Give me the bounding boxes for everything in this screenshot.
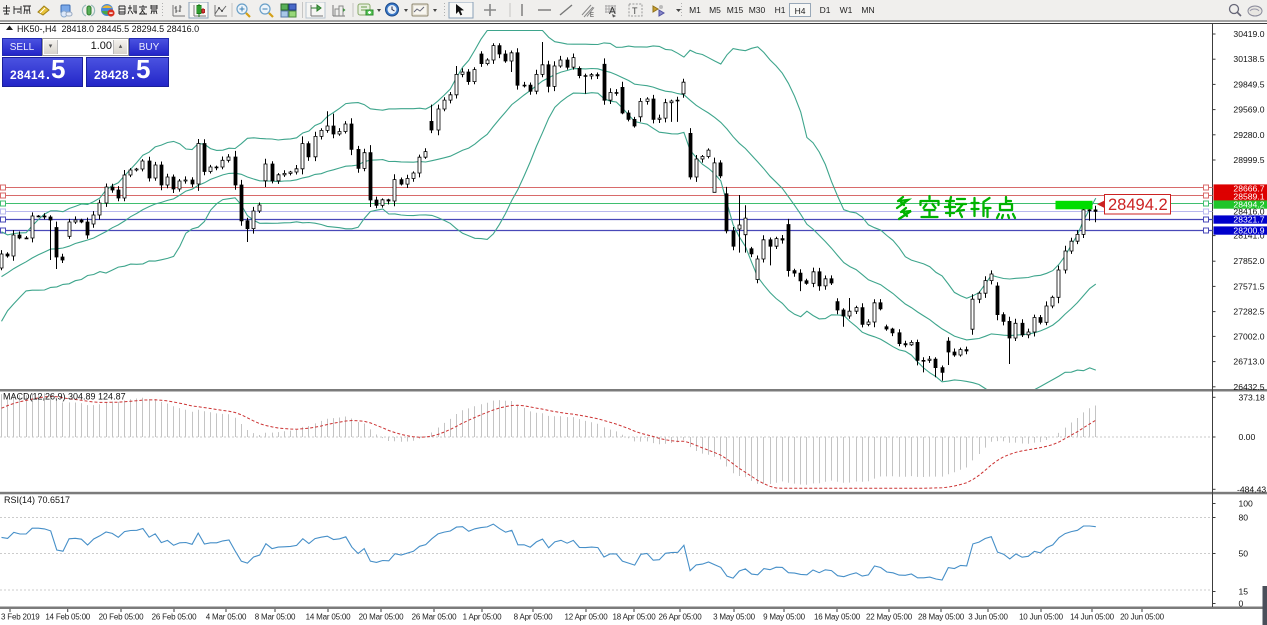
svg-text:28 May 05:00: 28 May 05:00 [918, 613, 965, 622]
svg-text:18 Apr 05:00: 18 Apr 05:00 [613, 613, 657, 622]
svg-text:A: A [609, 6, 616, 17]
svg-text:10 Jun 05:00: 10 Jun 05:00 [1019, 613, 1064, 622]
svg-text:50: 50 [1239, 549, 1249, 559]
svg-text:27002.0: 27002.0 [1233, 331, 1264, 341]
svg-text:3 May 05:00: 3 May 05:00 [713, 613, 756, 622]
svg-text:12 Apr 05:00: 12 Apr 05:00 [565, 613, 609, 622]
svg-text:T: T [632, 6, 638, 16]
svg-text:MACD(12,26,9) 304.89 124.87: MACD(12,26,9) 304.89 124.87 [3, 392, 126, 402]
svg-text:15: 15 [1239, 587, 1249, 597]
svg-text:-484.43: -484.43 [1237, 484, 1266, 494]
svg-text:29280.0: 29280.0 [1233, 130, 1264, 140]
svg-text:29569.0: 29569.0 [1233, 105, 1264, 115]
svg-text:28494.2: 28494.2 [1233, 200, 1264, 210]
svg-text:1 Apr 05:00: 1 Apr 05:00 [463, 613, 502, 622]
svg-text:28494.2: 28494.2 [1108, 196, 1168, 214]
svg-text:14 Jun 05:00: 14 Jun 05:00 [1070, 613, 1115, 622]
svg-text:28666.7: 28666.7 [1233, 184, 1264, 194]
svg-text:27282.5: 27282.5 [1233, 307, 1264, 317]
svg-text:28999.5: 28999.5 [1233, 155, 1264, 165]
svg-text:30138.5: 30138.5 [1233, 54, 1264, 64]
svg-text:26713.0: 26713.0 [1233, 357, 1264, 367]
svg-text:3 Jun 05:00: 3 Jun 05:00 [968, 613, 1008, 622]
svg-text:29849.5: 29849.5 [1233, 79, 1264, 89]
svg-text:RSI(14) 70.6517: RSI(14) 70.6517 [4, 495, 70, 505]
svg-text:0: 0 [1239, 599, 1244, 609]
svg-text:100: 100 [1239, 499, 1254, 509]
svg-text:3 Feb 2019: 3 Feb 2019 [1, 613, 40, 622]
svg-text:30419.0: 30419.0 [1233, 29, 1264, 39]
svg-text:26 Apr 05:00: 26 Apr 05:00 [659, 613, 703, 622]
svg-text:4 Mar 05:00: 4 Mar 05:00 [206, 613, 247, 622]
svg-text:20 Jun 05:00: 20 Jun 05:00 [1120, 613, 1165, 622]
svg-text:26432.5: 26432.5 [1233, 382, 1264, 392]
svg-text:28416.0: 28416.0 [1233, 206, 1264, 216]
svg-text:E: E [590, 13, 594, 19]
svg-text:28200.9: 28200.9 [1233, 226, 1264, 236]
svg-text:8 Mar 05:00: 8 Mar 05:00 [255, 613, 296, 622]
svg-text:28589.1: 28589.1 [1233, 191, 1264, 201]
svg-text:26 Feb 05:00: 26 Feb 05:00 [152, 613, 197, 622]
svg-text:27571.5: 27571.5 [1233, 281, 1264, 291]
svg-text:28321.7: 28321.7 [1233, 215, 1264, 225]
svg-text:20 Feb 05:00: 20 Feb 05:00 [99, 613, 144, 622]
svg-text:373.18: 373.18 [1239, 392, 1266, 402]
svg-text:16 May 05:00: 16 May 05:00 [814, 613, 861, 622]
svg-text:9 May 05:00: 9 May 05:00 [763, 613, 806, 622]
svg-text:26 Mar 05:00: 26 Mar 05:00 [412, 613, 457, 622]
svg-text:HK50-,H4 28418.0 28445.5 2829: HK50-,H4 28418.0 28445.5 28294.5 28416.0 [17, 24, 199, 34]
svg-text:14 Mar 05:00: 14 Mar 05:00 [306, 613, 351, 622]
svg-text:20 Mar 05:00: 20 Mar 05:00 [359, 613, 404, 622]
svg-text:28141.0: 28141.0 [1233, 231, 1264, 241]
svg-text:0.00: 0.00 [1239, 432, 1256, 442]
svg-text:22 May 05:00: 22 May 05:00 [866, 613, 913, 622]
svg-text:14 Feb 05:00: 14 Feb 05:00 [45, 613, 90, 622]
svg-text:80: 80 [1239, 513, 1249, 523]
svg-text:27852.0: 27852.0 [1233, 256, 1264, 266]
svg-text:8 Apr 05:00: 8 Apr 05:00 [514, 613, 553, 622]
